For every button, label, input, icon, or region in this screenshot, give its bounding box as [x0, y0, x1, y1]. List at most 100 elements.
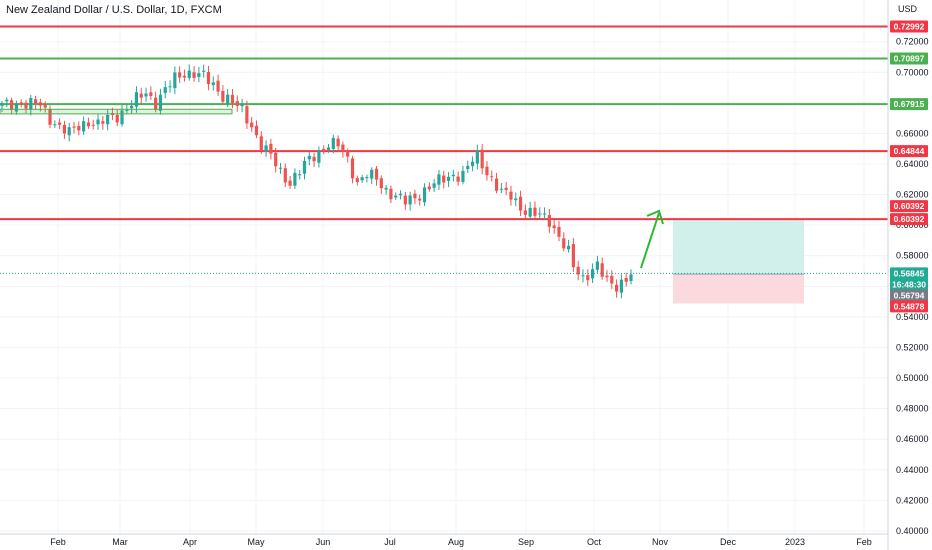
- time-tick-label: Jul: [384, 537, 396, 547]
- candle-body: [58, 122, 62, 125]
- candle-body: [418, 198, 422, 201]
- candle-body: [322, 148, 326, 152]
- candle-body: [590, 269, 595, 279]
- candle-body: [494, 178, 499, 191]
- chart-grid: [0, 0, 888, 534]
- candle-body: [533, 207, 537, 216]
- target-zone[interactable]: [673, 219, 804, 275]
- candle-body: [230, 94, 235, 104]
- candles: [0, 64, 633, 299]
- level-price-tag-bg: [890, 98, 928, 111]
- candle-body: [490, 176, 494, 178]
- candle-body: [446, 176, 451, 181]
- stop-price-tag: 0.54878: [894, 301, 925, 311]
- candle-body: [182, 75, 187, 78]
- candle-body: [163, 87, 167, 94]
- candle-body: [274, 152, 278, 167]
- candle-body: [77, 126, 81, 131]
- candle-body: [211, 82, 215, 86]
- candle-body: [523, 210, 527, 215]
- candle-body: [154, 97, 158, 111]
- level-price-tag: 0.72992: [894, 22, 925, 32]
- candle-body: [403, 195, 407, 205]
- candle-body: [571, 244, 575, 268]
- candle-body: [197, 73, 201, 77]
- candle-body: [562, 238, 566, 249]
- stop-zone[interactable]: [673, 274, 804, 304]
- candle-body: [14, 103, 19, 112]
- candle-body: [499, 188, 503, 190]
- candle-body: [312, 156, 316, 162]
- candle-body: [264, 145, 268, 153]
- candle-body: [413, 193, 417, 199]
- current-price-tag: 0.56845: [894, 268, 925, 278]
- long-position-zones[interactable]: [673, 219, 804, 304]
- candle-body: [605, 275, 609, 278]
- candle-body: [365, 177, 369, 179]
- forecast-arrow-icon: [640, 212, 660, 269]
- candle-body: [600, 263, 604, 277]
- candle-body: [451, 174, 455, 177]
- candle-body: [278, 167, 283, 169]
- candle-body: [442, 175, 446, 183]
- price-tick-label: 0.58000: [896, 251, 929, 261]
- candle-body: [398, 193, 403, 196]
- candle-body: [370, 169, 374, 179]
- time-tick-label: May: [247, 537, 265, 547]
- candle-body: [389, 188, 393, 200]
- candle-body: [43, 104, 47, 108]
- candle-body: [326, 147, 331, 150]
- candle-body: [5, 99, 9, 102]
- time-tick-label: Sep: [518, 537, 534, 547]
- candle-body: [542, 213, 547, 215]
- arrow-head-icon: [646, 209, 664, 225]
- consolidation-box: [0, 108, 233, 115]
- price-tick-label: 0.72000: [896, 37, 929, 47]
- candle-body: [34, 99, 38, 104]
- candle-body: [566, 245, 571, 250]
- price-tick-label: 0.50000: [896, 373, 929, 383]
- target-level-tag-bg: [890, 200, 928, 213]
- candle-body: [206, 72, 211, 85]
- candle-body: [221, 91, 225, 102]
- price-tags: 0.72992 0.70897 0.67915 0.64844 0.60392 0.603…: [890, 20, 928, 313]
- previous-close-tag-bg: [890, 289, 928, 302]
- candle-body: [115, 114, 119, 123]
- candle-body: [614, 284, 619, 292]
- candle-body: [226, 94, 230, 104]
- candle-body: [470, 161, 475, 167]
- time-tick-label: 2023: [785, 537, 805, 547]
- candle-body: [269, 143, 273, 154]
- time-tick-label: Feb: [856, 537, 872, 547]
- candle-body: [0, 103, 4, 106]
- time-tick-label: Mar: [112, 537, 128, 547]
- candle-body: [341, 144, 345, 152]
- horizontal-levels[interactable]: [0, 25, 888, 221]
- level-price-tag: 0.67915: [894, 99, 925, 109]
- candle-body: [240, 104, 244, 107]
- time-axis[interactable]: Feb Mar Apr May Jun Jul Aug Sep Oct Nov Dec 2023 Feb: [0, 533, 888, 547]
- candle-body: [168, 86, 172, 88]
- candle-body: [29, 98, 33, 110]
- candle-body: [293, 172, 297, 186]
- candle-body: [125, 109, 129, 111]
- time-tick-label: Dec: [720, 537, 737, 547]
- candle-body: [120, 110, 124, 125]
- candle-body: [19, 102, 23, 105]
- price-tick-label: 0.46000: [896, 434, 929, 444]
- candle-body: [158, 94, 163, 111]
- time-tick-label: Feb: [50, 537, 66, 547]
- candle-body: [485, 166, 489, 176]
- candle-body: [245, 106, 249, 124]
- level-price-tag: 0.64844: [894, 146, 925, 156]
- candle-body: [432, 183, 436, 188]
- candle-body: [178, 72, 182, 78]
- price-tick-label: 0.40000: [896, 526, 929, 536]
- countdown-tag: 16:48:30: [892, 279, 926, 289]
- candle-body: [86, 122, 91, 127]
- time-tick-label: Apr: [183, 537, 197, 547]
- candle-body: [422, 187, 427, 203]
- candle-body: [96, 119, 100, 125]
- candle-body: [360, 177, 364, 181]
